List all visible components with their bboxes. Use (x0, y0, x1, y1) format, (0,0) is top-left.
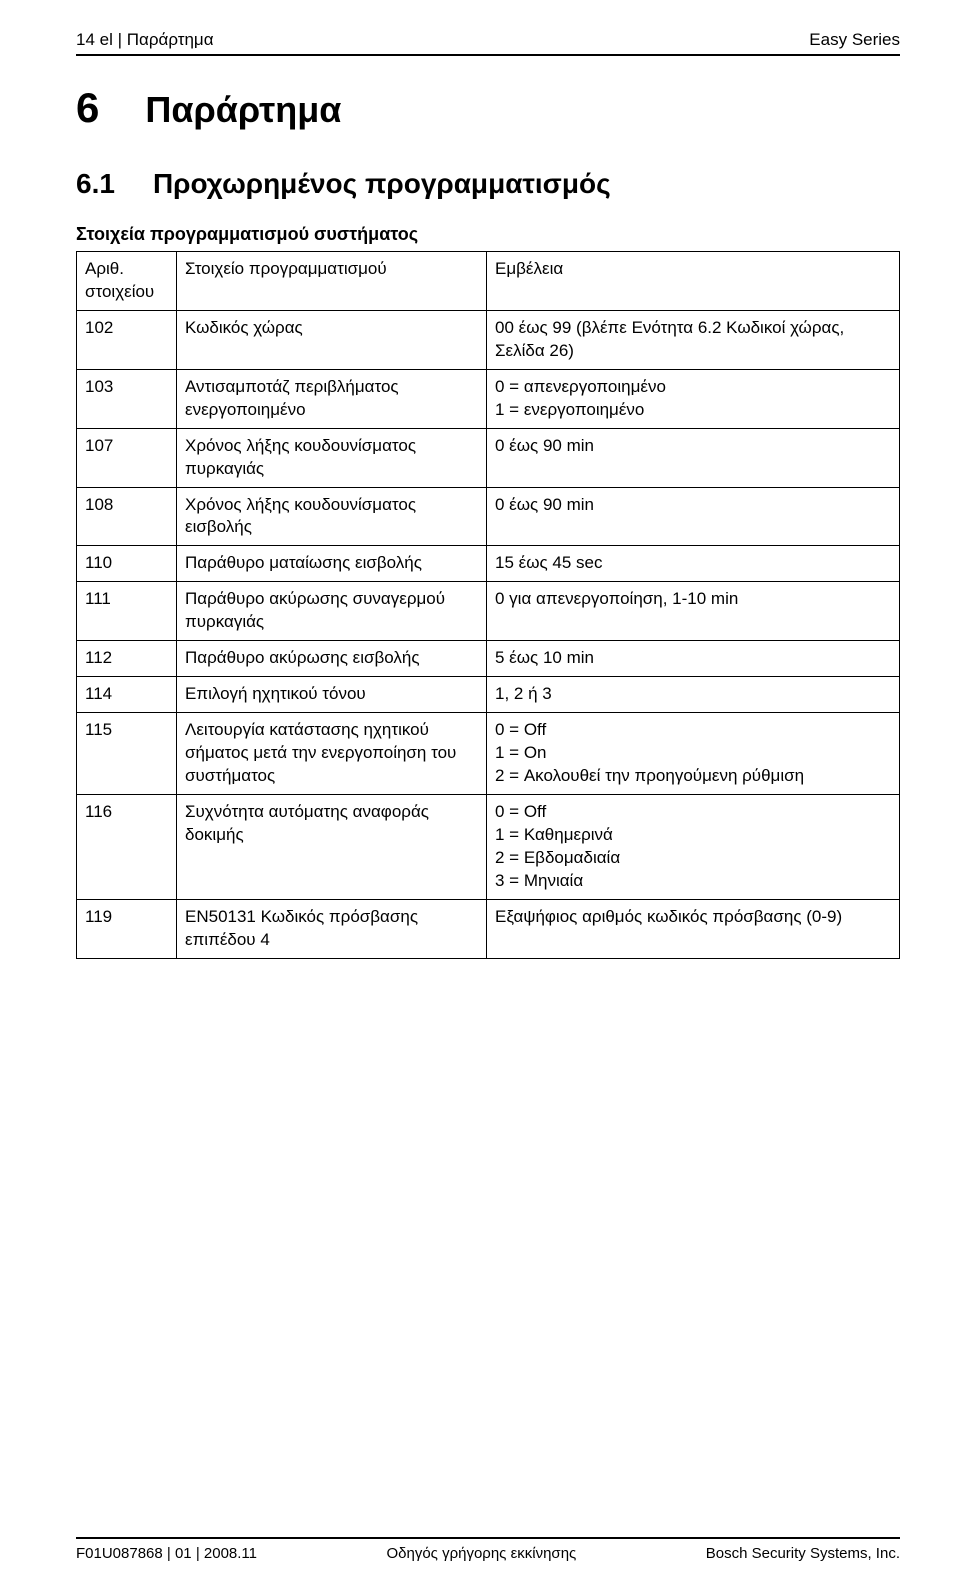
cell-item-number: 102 (77, 310, 177, 369)
cell-item-range: Εξαψήφιος αριθμός κωδικός πρόσβασης (0-9… (487, 899, 900, 958)
col-header-item: Στοιχείο προγραμματισμού (177, 252, 487, 311)
table-row: 111Παράθυρο ακύρωσης συναγερμού πυρκαγιά… (77, 582, 900, 641)
programming-table: Αριθ. στοιχείου Στοιχείο προγραμματισμού… (76, 251, 900, 959)
cell-item-number: 115 (77, 713, 177, 795)
table-row: 110Παράθυρο ματαίωσης εισβολής15 έως 45 … (77, 546, 900, 582)
page-header: 14 el | Παράρτημα Easy Series (76, 30, 900, 50)
section-heading: 6.1 Προχωρημένος προγραμματισμός (76, 168, 900, 200)
table-row: 119EN50131 Κωδικός πρόσβασης επιπέδου 4Ε… (77, 899, 900, 958)
table-header-row: Αριθ. στοιχείου Στοιχείο προγραμματισμού… (77, 252, 900, 311)
cell-item-range: 0 για απενεργοποίηση, 1-10 min (487, 582, 900, 641)
page: 14 el | Παράρτημα Easy Series 6 Παράρτημ… (0, 0, 960, 1582)
table-row: 115Λειτουργία κατάστασης ηχητικού σήματο… (77, 713, 900, 795)
cell-item-range: 0 = απενεργοποιημένο1 = ενεργοποιημένο (487, 369, 900, 428)
footer-right: Bosch Security Systems, Inc. (706, 1545, 900, 1562)
cell-item-name: Αντισαμποτάζ περιβλήματος ενεργοποιημένο (177, 369, 487, 428)
cell-item-number: 110 (77, 546, 177, 582)
header-rule (76, 54, 900, 56)
table-row: 102Κωδικός χώρας00 έως 99 (βλέπε Ενότητα… (77, 310, 900, 369)
header-right: Easy Series (809, 30, 900, 50)
cell-item-name: Παράθυρο ματαίωσης εισβολής (177, 546, 487, 582)
page-footer: F01U087868 | 01 | 2008.11 Οδηγός γρήγορη… (76, 1537, 900, 1562)
cell-item-name: Παράθυρο ακύρωσης συναγερμού πυρκαγιάς (177, 582, 487, 641)
cell-item-name: Συχνότητα αυτόματης αναφοράς δοκιμής (177, 794, 487, 899)
cell-item-range: 5 έως 10 min (487, 641, 900, 677)
cell-item-number: 108 (77, 487, 177, 546)
table-row: 107Χρόνος λήξης κουδουνίσματος πυρκαγιάς… (77, 428, 900, 487)
cell-item-number: 119 (77, 899, 177, 958)
cell-item-range: 1, 2 ή 3 (487, 677, 900, 713)
footer-row: F01U087868 | 01 | 2008.11 Οδηγός γρήγορη… (76, 1545, 900, 1562)
cell-item-name: EN50131 Κωδικός πρόσβασης επιπέδου 4 (177, 899, 487, 958)
cell-item-number: 112 (77, 641, 177, 677)
table-row: 108Χρόνος λήξης κουδουνίσματος εισβολής0… (77, 487, 900, 546)
footer-rule (76, 1537, 900, 1539)
cell-item-number: 116 (77, 794, 177, 899)
footer-center: Οδηγός γρήγορης εκκίνησης (386, 1545, 576, 1562)
header-left: 14 el | Παράρτημα (76, 30, 214, 50)
col-header-range: Εμβέλεια (487, 252, 900, 311)
table-row: 116Συχνότητα αυτόματης αναφοράς δοκιμής0… (77, 794, 900, 899)
cell-item-range: 0 έως 90 min (487, 487, 900, 546)
table-row: 114Επιλογή ηχητικού τόνου1, 2 ή 3 (77, 677, 900, 713)
cell-item-range: 15 έως 45 sec (487, 546, 900, 582)
table-row: 112Παράθυρο ακύρωσης εισβολής5 έως 10 mi… (77, 641, 900, 677)
section-title: Προχωρημένος προγραμματισμός (153, 168, 611, 200)
chapter-title: Παράρτημα (145, 89, 341, 131)
table-subheading: Στοιχεία προγραμματισμού συστήματος (76, 224, 900, 245)
cell-item-name: Παράθυρο ακύρωσης εισβολής (177, 641, 487, 677)
cell-item-number: 111 (77, 582, 177, 641)
chapter-heading: 6 Παράρτημα (76, 84, 900, 132)
cell-item-name: Χρόνος λήξης κουδουνίσματος πυρκαγιάς (177, 428, 487, 487)
cell-item-number: 114 (77, 677, 177, 713)
cell-item-number: 103 (77, 369, 177, 428)
cell-item-name: Λειτουργία κατάστασης ηχητικού σήματος μ… (177, 713, 487, 795)
section-number: 6.1 (76, 168, 115, 200)
cell-item-range: 00 έως 99 (βλέπε Ενότητα 6.2 Κωδικοί χώρ… (487, 310, 900, 369)
cell-item-range: 0 = Off1 = On2 = Ακολουθεί την προηγούμε… (487, 713, 900, 795)
cell-item-range: 0 έως 90 min (487, 428, 900, 487)
col-header-number: Αριθ. στοιχείου (77, 252, 177, 311)
cell-item-name: Χρόνος λήξης κουδουνίσματος εισβολής (177, 487, 487, 546)
table-row: 103Αντισαμποτάζ περιβλήματος ενεργοποιημ… (77, 369, 900, 428)
cell-item-name: Επιλογή ηχητικού τόνου (177, 677, 487, 713)
cell-item-number: 107 (77, 428, 177, 487)
footer-left: F01U087868 | 01 | 2008.11 (76, 1545, 257, 1562)
cell-item-range: 0 = Off1 = Καθημερινά2 = Εβδομαδιαία3 = … (487, 794, 900, 899)
chapter-number: 6 (76, 84, 99, 132)
cell-item-name: Κωδικός χώρας (177, 310, 487, 369)
